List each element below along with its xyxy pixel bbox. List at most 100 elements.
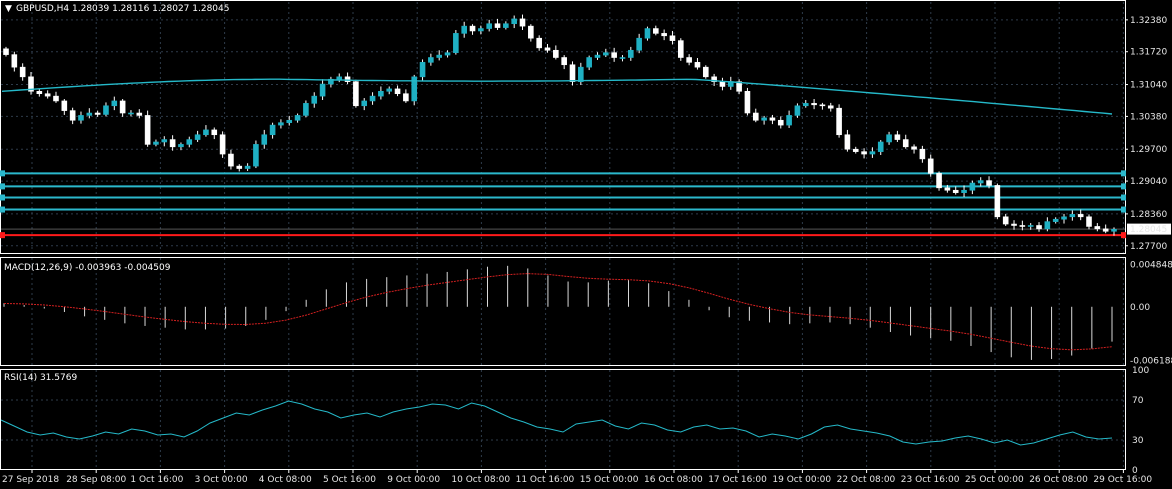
candle-bear: [819, 104, 826, 107]
candle-bull: [1044, 221, 1051, 230]
price-tick-label: 1.27700: [1130, 242, 1167, 252]
candle-bull: [977, 180, 984, 184]
candle-bull: [386, 88, 393, 92]
candle-bear: [944, 187, 951, 191]
rsi-axis: 100 70 30 0: [1132, 366, 1149, 476]
candle-bear: [861, 151, 867, 155]
candle-bull: [261, 134, 268, 145]
candle-bull: [486, 23, 492, 29]
candle-bear: [544, 47, 551, 51]
candle-bull: [78, 115, 84, 121]
line-handle[interactable]: [0, 206, 5, 213]
horizontal-lines[interactable]: [0, 170, 1126, 239]
candle-bear: [36, 90, 43, 95]
time-tick-label: 17 Oct 16:00: [708, 475, 767, 485]
candle-bull: [869, 151, 876, 155]
candle-bear: [919, 148, 926, 160]
candle-bear: [694, 62, 701, 68]
line-handle[interactable]: [0, 194, 5, 201]
line-handle[interactable]: [0, 170, 5, 177]
line-handle[interactable]: [0, 232, 5, 239]
candle-bear: [394, 88, 401, 95]
candle-bear: [536, 37, 542, 49]
macd-tick-label: -0.006188: [1130, 357, 1172, 367]
macd-signal-line: [3, 273, 1113, 351]
current-price-box-bg: [1127, 223, 1171, 235]
candle-bear: [911, 146, 917, 150]
macd-panel-border: [0, 257, 1126, 366]
candle-bear: [752, 112, 759, 121]
line-handle[interactable]: [1121, 183, 1126, 190]
candle-bull: [128, 112, 134, 115]
line-handle[interactable]: [1121, 232, 1126, 239]
price-tick-label: 1.29040: [1130, 177, 1167, 187]
candle-bear: [711, 76, 717, 82]
candle-bull: [428, 57, 434, 63]
candle-bull: [369, 95, 376, 102]
candle-bear: [702, 66, 709, 78]
macd-tick-label: 0.004848: [1130, 261, 1172, 271]
macd-header: MACD(12,26,9) -0.003963 -0.004509: [4, 263, 171, 273]
price-tick-label: 1.28360: [1130, 210, 1167, 220]
candle-bear: [744, 90, 751, 114]
candle-bear: [44, 93, 51, 97]
candle-bull: [336, 76, 343, 80]
candle-bull: [444, 52, 451, 56]
candle-bull: [244, 165, 251, 169]
candle-bull: [294, 115, 301, 121]
candle-bull: [328, 78, 334, 85]
candle-bull: [303, 103, 309, 116]
time-axis: 27 Sep 2018 28 Sep 08:00 1 Oct 16:00 3 Oct …: [2, 470, 1152, 485]
candle-bull: [578, 66, 584, 82]
time-tick-label: 27 Sep 2018: [2, 475, 59, 485]
macd-histogram: [3, 265, 1113, 360]
rsi-tick-label: 100: [1132, 366, 1149, 376]
time-tick-label: 23 Oct 16:00: [901, 475, 960, 485]
line-handle[interactable]: [1121, 194, 1126, 201]
candle-bear: [403, 93, 409, 102]
rsi-line: [0, 400, 1113, 446]
candle-bull: [877, 141, 884, 152]
candle-bull: [203, 129, 209, 136]
candle-bear: [994, 185, 1001, 218]
candle-bear: [827, 105, 834, 109]
line-handle[interactable]: [0, 183, 5, 190]
candle-bull: [478, 28, 484, 32]
candle-bull: [269, 124, 276, 136]
candle-bear: [1011, 223, 1017, 226]
candle-bear: [1086, 216, 1092, 227]
candle-bull: [1061, 216, 1067, 220]
candle-bear: [902, 139, 909, 148]
time-tick-label: 4 Oct 08:00: [259, 475, 312, 485]
candle-bear: [561, 57, 567, 66]
price-tick-label: 1.31040: [1130, 81, 1167, 91]
candle-bull: [436, 54, 443, 58]
price-tick-label: 1.30380: [1130, 112, 1167, 122]
candle-bull: [594, 54, 601, 58]
candle-bull: [1069, 214, 1076, 218]
candle-bull: [453, 33, 459, 53]
candle-bull: [969, 182, 976, 191]
candle-bear: [844, 134, 851, 150]
candle-bull: [886, 134, 892, 143]
line-handle[interactable]: [1121, 170, 1126, 177]
candle-bear: [669, 35, 676, 41]
candle-bull: [286, 119, 293, 123]
time-tick-label: 1 Oct 16:00: [130, 475, 183, 485]
candle-bear: [653, 28, 659, 34]
candle-bear: [1077, 214, 1084, 218]
time-tick-label: 22 Oct 08:00: [837, 475, 896, 485]
candle-bear: [344, 76, 351, 82]
candle-bear: [686, 57, 692, 63]
candle-bear: [1019, 225, 1026, 227]
line-handle[interactable]: [1121, 206, 1126, 213]
candle-bull: [194, 134, 201, 140]
candle-bull: [378, 90, 384, 97]
candle-bear: [952, 189, 959, 193]
triangle-down-icon[interactable]: ▼: [5, 4, 12, 14]
candle-bear: [228, 153, 234, 167]
candle-bull: [794, 105, 801, 116]
candle-bear: [719, 81, 726, 87]
candle-bull: [419, 62, 426, 78]
